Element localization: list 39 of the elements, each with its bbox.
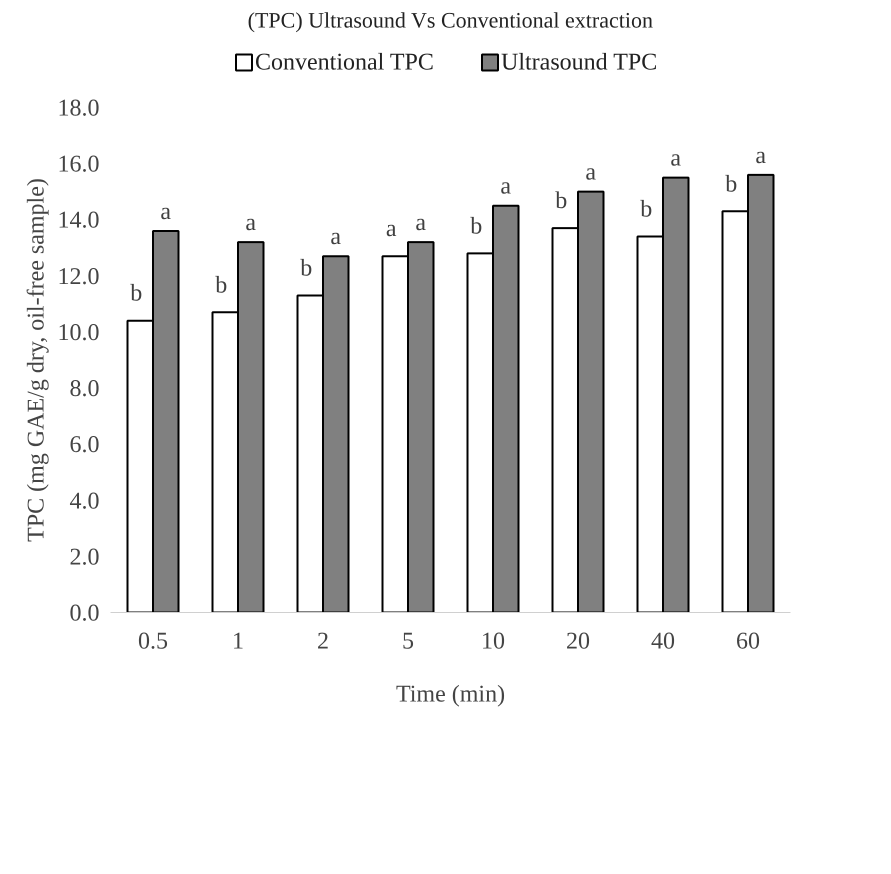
data-label: a xyxy=(386,216,397,242)
data-label: a xyxy=(670,146,682,172)
y-tick-label: 18.0 xyxy=(58,96,100,122)
y-tick-label: 4.0 xyxy=(70,488,100,514)
data-label: a xyxy=(585,160,596,186)
data-label: b xyxy=(300,255,312,282)
data-label: a xyxy=(755,142,766,169)
data-label: a xyxy=(500,174,512,200)
data-label: b xyxy=(215,272,228,298)
legend-label: Conventional TPC xyxy=(255,50,434,76)
y-axis-title: TPC (mg GAE/g dry, oil-free sample) xyxy=(24,178,50,542)
y-tick-label: 8.0 xyxy=(70,376,100,402)
data-label: a xyxy=(245,210,256,236)
y-tick-label: 14.0 xyxy=(58,208,100,234)
x-tick-label: 5 xyxy=(402,628,414,654)
x-tick-label: 20 xyxy=(566,628,590,654)
y-tick-label: 12.0 xyxy=(58,264,100,290)
data-label: b xyxy=(470,213,482,240)
x-tick-label: 0.5 xyxy=(138,628,168,654)
y-tick-label: 0.0 xyxy=(70,600,100,626)
data-label: a xyxy=(330,224,342,250)
data-label: b xyxy=(725,171,738,198)
data-label: b xyxy=(555,188,568,214)
y-tick-label: 10.0 xyxy=(58,320,100,346)
data-label: a xyxy=(160,198,172,225)
y-tick-label: 16.0 xyxy=(58,152,100,178)
legend-label: Ultrasound TPC xyxy=(501,50,658,76)
y-tick-label: 2.0 xyxy=(70,544,100,570)
x-tick-label: 60 xyxy=(736,628,760,654)
data-label: b xyxy=(130,280,142,307)
chart-title: (TPC) Ultrasound Vs Conventional extraction xyxy=(248,8,653,32)
x-tick-label: 1 xyxy=(232,628,244,654)
x-tick-label: 40 xyxy=(651,628,675,654)
x-tick-label: 10 xyxy=(481,628,505,654)
data-label: b xyxy=(640,196,652,223)
data-label: a xyxy=(415,210,426,236)
y-tick-label: 6.0 xyxy=(70,432,100,458)
x-tick-label: 2 xyxy=(317,628,329,654)
x-axis-title: Time (min) xyxy=(396,682,506,708)
